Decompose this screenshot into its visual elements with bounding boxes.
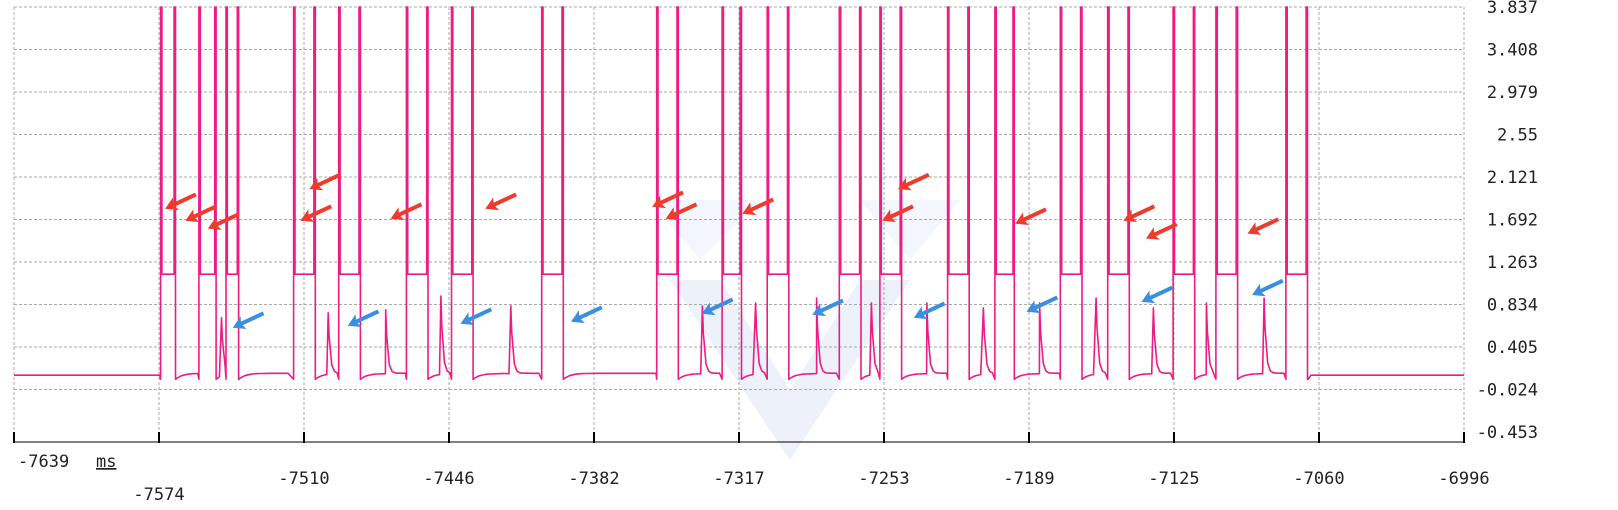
- blue-arrow-shape: [812, 298, 844, 317]
- blue-arrow-shape: [232, 311, 265, 329]
- red-arrow: [485, 192, 517, 211]
- red-arrow-shape: [1146, 222, 1178, 240]
- blue-arrow-shape: [347, 309, 380, 327]
- blue-arrow: [1141, 285, 1174, 304]
- y-tick-label: -0.453: [1477, 423, 1538, 443]
- red-arrow-shape: [742, 197, 775, 216]
- y-tick-label: 1.263: [1487, 253, 1538, 273]
- watermark-shape: [860, 200, 960, 260]
- x-tick-label: -7253: [858, 469, 909, 489]
- y-tick-label: -0.024: [1477, 381, 1538, 401]
- blue-arrow-shape: [1026, 295, 1059, 314]
- x-tick-label: -7574: [133, 485, 184, 505]
- y-tick-label: 3.837: [1487, 0, 1538, 18]
- red-arrow-shape: [1015, 207, 1047, 225]
- watermark-shape: [650, 200, 760, 260]
- series-line: [14, 6, 1464, 380]
- x-tick-label: -7189: [1003, 469, 1054, 489]
- x-axis: -7639 -7574 -7510 -7446 -7382 -7317 -7253 -7189…: [13, 432, 1490, 505]
- y-tick-label: 3.408: [1487, 41, 1538, 61]
- blue-arrow-shape: [1141, 285, 1174, 304]
- y-tick-label: 0.405: [1487, 338, 1538, 358]
- red-arrow: [898, 172, 930, 191]
- y-tick-label: 0.834: [1487, 296, 1538, 316]
- red-arrow: [165, 192, 197, 211]
- red-arrow-shape: [898, 172, 930, 191]
- red-arrow-shape: [165, 192, 197, 211]
- red-arrow-shape: [300, 204, 333, 222]
- blue-arrow: [460, 307, 493, 325]
- red-arrow: [1146, 222, 1178, 240]
- red-arrow: [1015, 207, 1047, 225]
- red-arrow: [207, 212, 240, 230]
- red-arrow-shape: [485, 192, 517, 211]
- red-arrow: [652, 190, 684, 209]
- x-unit-label: ms: [96, 452, 116, 472]
- red-arrow: [665, 202, 698, 220]
- x-tick-label: -6996: [1438, 469, 1489, 489]
- x-tick-label: -7510: [278, 469, 329, 489]
- red-arrow: [390, 202, 423, 220]
- red-arrow-shape: [1123, 204, 1156, 222]
- red-arrow-shape: [1247, 217, 1280, 235]
- series-group: [14, 6, 1464, 380]
- x-tick-label: -7060: [1293, 469, 1344, 489]
- red-arrow: [300, 204, 333, 222]
- red-arrow-shape: [652, 190, 684, 209]
- red-arrow: [742, 197, 775, 216]
- blue-arrow: [1026, 295, 1059, 314]
- y-tick-label: 2.55: [1497, 126, 1538, 146]
- blue-arrow: [812, 298, 844, 317]
- blue-arrow-shape: [571, 305, 603, 323]
- x-tick-label: -7446: [423, 469, 474, 489]
- blue-arrow: [232, 311, 265, 329]
- y-axis: 3.837 3.408 2.979 2.55 2.121 1.692 1.263 0.834 0…: [1477, 0, 1538, 443]
- y-tick-label: 1.692: [1487, 211, 1538, 231]
- y-tick-label: 2.121: [1487, 168, 1538, 188]
- y-tick-label: 2.979: [1487, 83, 1538, 103]
- annotation-arrows: [165, 172, 1284, 329]
- x-tick-label: -7317: [713, 469, 764, 489]
- x-tick-label: -7382: [568, 469, 619, 489]
- red-arrow: [185, 204, 218, 222]
- red-arrow: [882, 204, 914, 222]
- red-arrow-shape: [185, 204, 218, 222]
- watermark-shape: [670, 280, 910, 460]
- x-tick-label: -7125: [1148, 469, 1199, 489]
- blue-arrow-shape: [913, 301, 946, 320]
- red-arrow-shape: [390, 202, 423, 220]
- red-arrow: [309, 172, 342, 191]
- blue-arrow-shape: [1252, 278, 1284, 297]
- watermark-logo: [650, 200, 960, 460]
- blue-arrow-shape: [701, 297, 734, 316]
- red-arrow-shape: [882, 204, 914, 222]
- red-arrow-shape: [207, 212, 240, 230]
- blue-arrow: [701, 297, 734, 316]
- blue-arrow-shape: [460, 307, 493, 325]
- red-arrow-shape: [309, 172, 342, 191]
- blue-arrow: [913, 301, 946, 320]
- x-tick-label: -7639: [18, 452, 69, 472]
- red-arrow: [1247, 217, 1280, 235]
- blue-arrow: [1252, 278, 1284, 297]
- red-arrow: [1123, 204, 1156, 222]
- blue-arrow: [571, 305, 603, 323]
- blue-arrow: [347, 309, 380, 327]
- red-arrow-shape: [665, 202, 698, 220]
